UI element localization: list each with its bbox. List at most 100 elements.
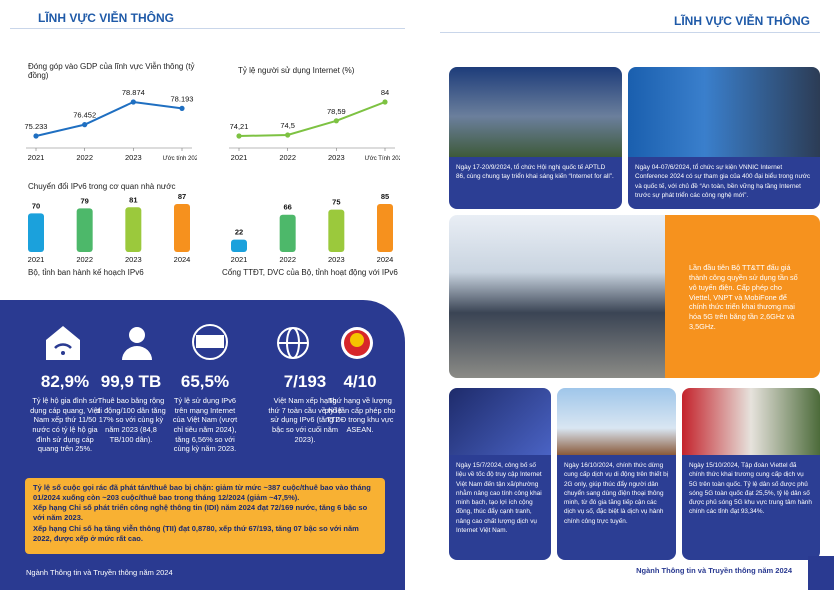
asean-icon xyxy=(341,327,373,359)
stat-text: Tỷ lệ sử dụng IPv6 trên mạng Internet củ… xyxy=(172,396,238,454)
series-line xyxy=(238,101,386,137)
user-icon xyxy=(122,327,152,360)
point xyxy=(179,105,185,111)
point xyxy=(382,99,388,105)
stat-value: 7/193 xyxy=(283,372,327,391)
highlight: Tỷ lệ số cuộc gọi rác đã phát tán/thuê b… xyxy=(33,483,371,503)
ipv6-icon xyxy=(192,324,228,360)
value-label: 81 xyxy=(129,195,137,204)
point xyxy=(285,132,291,138)
value-label: 22 xyxy=(235,228,243,237)
wifi-house-icon xyxy=(46,326,80,360)
x-tick-label: 2024 xyxy=(174,255,191,264)
photo-caption: Ngày 15/7/2024, công bố số liệu về tốc đ… xyxy=(449,455,551,560)
value-label: 76.452 xyxy=(73,111,96,120)
bar xyxy=(174,204,190,252)
value-label: 75 xyxy=(332,198,340,207)
x-tick-label: 2021 xyxy=(231,153,248,162)
stat-text: Việt Nam xếp hạng thứ 7 toàn cầu về tỷ l… xyxy=(268,396,342,444)
x-tick-label: 2023 xyxy=(125,255,142,264)
chart-title: Đóng góp vào GDP của lĩnh vực Viễn thông… xyxy=(28,62,195,81)
stat-text: Thứ hạng về lượng phổ tần cấp phép cho T… xyxy=(324,396,396,434)
left-header: LĨNH VỰC VIỄN THÔNG xyxy=(38,11,174,25)
value-label: 75.233 xyxy=(25,122,48,131)
photo-caption: Ngày 17-20/9/2024, tổ chức Hội nghị quốc… xyxy=(449,157,622,209)
x-tick-label: Ước tính 2024 xyxy=(163,156,197,162)
highlight: Xếp hạng Chỉ số hạ tầng viễn thông (TII)… xyxy=(33,523,359,543)
x-tick-label: 2022 xyxy=(279,255,296,264)
stat: 4/10 Thứ hạng về lượng phổ tần cấp phép c… xyxy=(323,372,397,435)
value-label: 79 xyxy=(80,196,88,205)
chart: 75.233 2021 76.452 2022 78.874 2023 78.193 Ước … xyxy=(25,88,197,162)
photo xyxy=(682,388,820,455)
right-header: LĨNH VỰC VIỄN THÔNG xyxy=(674,14,810,28)
value-label: 70 xyxy=(32,201,40,210)
photo xyxy=(628,67,820,157)
stat-value: 82,9% xyxy=(40,372,90,391)
value-label: 87 xyxy=(178,192,186,201)
x-tick-label: 2022 xyxy=(76,153,93,162)
value-label: 84 xyxy=(381,88,389,97)
point xyxy=(33,133,39,139)
value-label: 78.193 xyxy=(171,94,194,103)
chart: 22 2021 66 2022 75 2023 85 2024 xyxy=(231,192,394,264)
stat: 7/193 Việt Nam xếp hạng thứ 7 toàn cầu về… xyxy=(268,372,342,444)
bar xyxy=(279,214,296,252)
stat-value: 99,9 TB xyxy=(100,372,162,391)
page-marker xyxy=(808,556,834,590)
bar xyxy=(76,208,93,252)
x-tick-label: 2022 xyxy=(279,153,296,162)
x-tick-label: 2021 xyxy=(231,255,248,264)
stat: 99,9 TB Thuê bao băng rộng di động/100 dâ… xyxy=(94,372,168,444)
chart: 70 2021 79 2022 81 2023 87 2024 xyxy=(28,192,191,264)
header-rule xyxy=(10,28,405,29)
value-label: 74,21 xyxy=(230,122,249,131)
header-rule xyxy=(440,32,820,33)
photo xyxy=(449,388,551,455)
x-tick-label: 2023 xyxy=(328,255,345,264)
x-tick-label: 2022 xyxy=(76,255,93,264)
value-label: 85 xyxy=(381,192,389,201)
x-tick-label: 2021 xyxy=(28,255,45,264)
series-line xyxy=(35,100,183,137)
point xyxy=(236,133,242,139)
bar xyxy=(328,209,345,252)
chart-caption: Cổng TTĐT, DVC của Bộ, tỉnh hoạt động vớ… xyxy=(222,268,398,277)
photo-caption: Ngày 15/10/2024, Tập đoàn Viettel đã chí… xyxy=(682,455,820,560)
x-tick-label: 2021 xyxy=(28,153,45,162)
chart: 74,21 2021 74,5 2022 78,59 2023 84 Ước Tính 202… xyxy=(229,88,400,162)
x-tick-label: 2024 xyxy=(377,255,394,264)
x-tick-label: 2023 xyxy=(125,153,142,162)
bar xyxy=(231,239,247,252)
value-label: 78.874 xyxy=(122,88,145,97)
stat-text: Thuê bao băng rộng di động/100 dân tăng … xyxy=(96,396,166,444)
bar xyxy=(125,207,142,252)
highlight-caption: Lần đầu tiên Bộ TT&TT đấu giá thành công… xyxy=(665,215,820,378)
photo-caption: Ngày 04-07/6/2024, tổ chức sự kiện VNNIC… xyxy=(628,157,820,209)
photo xyxy=(449,215,665,378)
stat-icons xyxy=(46,324,373,360)
chart-title: Tỷ lệ người sử dụng Internet (%) xyxy=(238,66,355,75)
section-title: Chuyển đổi IPv6 trong cơ quan nhà nước xyxy=(28,182,176,191)
point xyxy=(82,122,88,128)
value-label: 78,59 xyxy=(327,107,346,116)
globe-icon xyxy=(277,327,309,359)
stat-value: 65,5% xyxy=(180,372,230,391)
chart-caption: Bộ, tỉnh ban hành kế hoạch IPv6 xyxy=(28,268,144,277)
stat-value: 4/10 xyxy=(343,372,377,391)
highlights-box: Tỷ lệ số cuộc gọi rác đã phát tán/thuê b… xyxy=(25,478,385,554)
highlight: Xếp hạng Chỉ số phát triển công nghệ thô… xyxy=(33,503,368,523)
footer: Ngành Thông tin và Truyền thông năm 2024 xyxy=(636,566,792,575)
stat: 82,9% Tỷ lệ hộ gia đình sử dụng cáp quang… xyxy=(28,372,102,454)
stat: 65,5% Tỷ lệ sử dụng IPv6 trên mạng Intern… xyxy=(168,372,242,454)
point xyxy=(130,99,136,105)
value-label: 74,5 xyxy=(280,121,295,130)
photo-caption: Ngày 16/10/2024, chính thức dừng cung cấ… xyxy=(557,455,676,560)
bar xyxy=(28,213,44,252)
value-label: 66 xyxy=(283,203,291,212)
x-tick-label: Ước Tính 2024 xyxy=(365,156,400,162)
point xyxy=(333,118,339,124)
bar xyxy=(377,204,393,252)
photo xyxy=(449,67,622,157)
